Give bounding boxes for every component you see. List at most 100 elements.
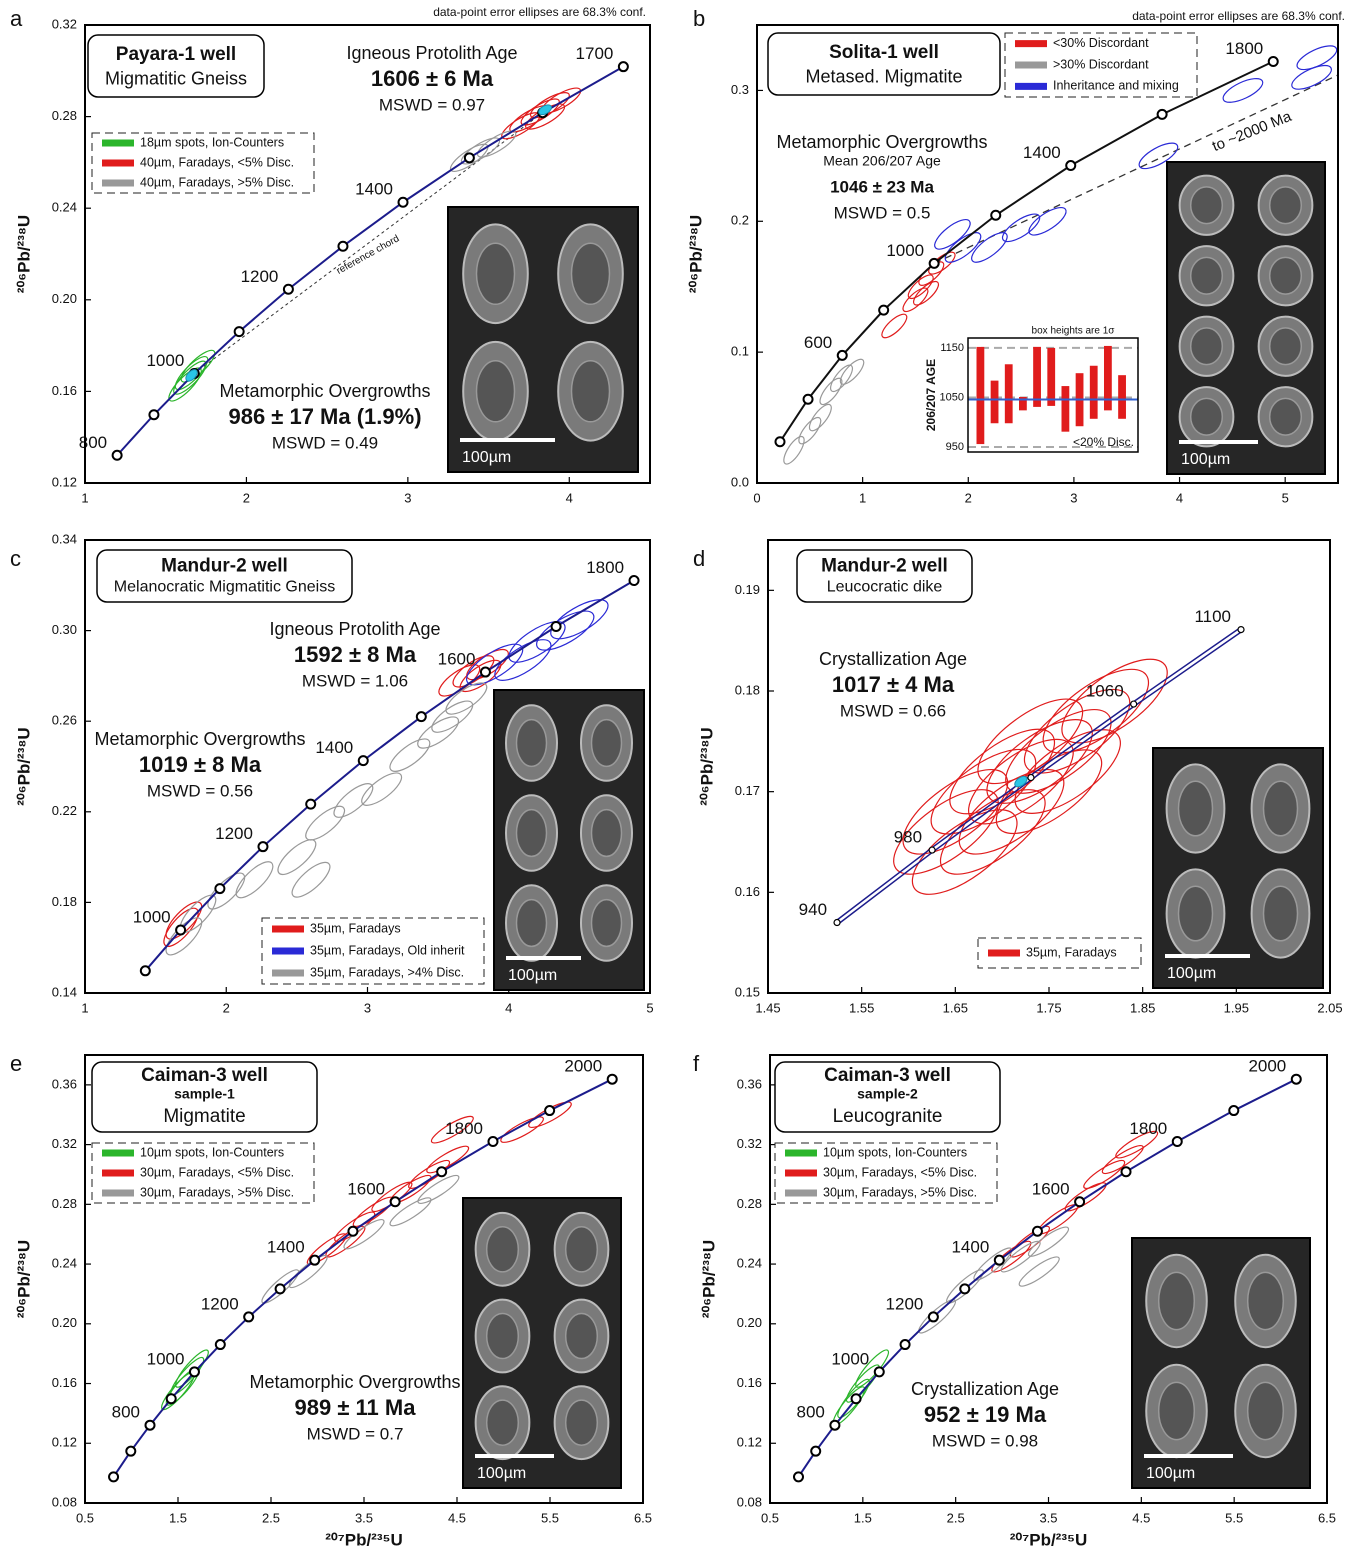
- error-ellipse: [180, 349, 216, 383]
- zircon-core: [590, 718, 623, 768]
- age-label: 1100: [1194, 607, 1231, 626]
- x-tick-label: 1.45: [755, 1000, 780, 1015]
- error-ellipse: [466, 648, 509, 681]
- age-marker: [1237, 625, 1245, 634]
- x-tick-label: 1.75: [1036, 1000, 1061, 1015]
- well-name: Caiman-3 well: [824, 1065, 951, 1086]
- error-ellipse: [798, 416, 822, 445]
- y-tick-label: 0.12: [52, 1435, 77, 1450]
- age-marker: [878, 304, 890, 316]
- error-ellipse: [163, 907, 199, 947]
- age-marker: [389, 1196, 401, 1208]
- error-ellipse: [939, 789, 1046, 875]
- x-tick-label: 5.5: [1225, 1510, 1243, 1525]
- mswd: MSWD = 0.97: [379, 95, 485, 114]
- error-ellipse: [207, 872, 246, 910]
- zircon-core: [590, 898, 623, 948]
- age-marker: [993, 1254, 1005, 1266]
- y-tick-label: 0.24: [737, 1256, 762, 1271]
- zircon-core: [515, 808, 548, 858]
- error-ellipse: [893, 789, 999, 875]
- x-tick-label: 1.5: [854, 1510, 872, 1525]
- zircon-core: [485, 1312, 520, 1360]
- error-ellipse: [305, 805, 346, 841]
- age-value: 1592 ± 8 Ma: [294, 642, 417, 667]
- age-marker: [792, 1471, 804, 1483]
- plot-frame: [756, 24, 1339, 484]
- panel-letter: b: [693, 6, 705, 31]
- y-tick-label: 0.12: [737, 1435, 762, 1450]
- error-ellipse: [277, 839, 317, 876]
- age-marker: [810, 1445, 822, 1457]
- error-ellipse: [389, 738, 431, 772]
- scale-bar-label: 100µm: [1146, 1465, 1195, 1482]
- age-marker: [833, 918, 841, 927]
- x-tick-label: 1: [81, 490, 88, 505]
- age-marker: [959, 1283, 971, 1295]
- age-marker: [927, 1311, 939, 1323]
- error-ellipse: [1014, 729, 1121, 814]
- age-marker: [397, 196, 409, 208]
- x-tick-label: 3.5: [1039, 1510, 1057, 1525]
- error-ellipse: [165, 901, 203, 940]
- inset-tick-label: 950: [946, 441, 964, 453]
- age-label: 1400: [267, 1238, 305, 1257]
- age-label: 1800: [445, 1119, 483, 1138]
- age-heading: Metamorphic Overgrowths: [776, 132, 987, 152]
- rock-type: Migmatitic Gneiss: [105, 68, 247, 88]
- x-tick-label: 1: [859, 490, 866, 505]
- age-heading: Metamorphic Overgrowths: [219, 381, 430, 401]
- y-tick-label: 0.17: [735, 783, 760, 798]
- age-marker: [214, 1339, 226, 1351]
- scale-bar-label: 100µm: [1167, 965, 1216, 982]
- y-axis-label: ²⁰⁶Pb/²³⁸U: [14, 727, 33, 805]
- y-tick-label: 0.28: [52, 1196, 77, 1211]
- rock-type: Migmatite: [163, 1106, 245, 1127]
- y-tick-label: 0.24: [52, 1256, 77, 1271]
- error-ellipse: [958, 768, 1065, 855]
- age-label: 940: [799, 900, 827, 919]
- error-ellipse: [1222, 78, 1264, 103]
- age-label: 1060: [1086, 682, 1124, 701]
- y-tick-label: 0.16: [735, 884, 760, 899]
- age-value: 1017 ± 4 Ma: [832, 672, 955, 697]
- age-label: 1200: [215, 824, 253, 843]
- age-heading: Crystallization Age: [819, 649, 967, 669]
- age-value: 1046 ± 23 Ma: [830, 177, 934, 196]
- error-ellipse: [845, 1364, 880, 1403]
- legend-box: [977, 937, 1142, 969]
- scale-bar-label: 100µm: [1181, 451, 1230, 468]
- panel: f 0.5 1.5 2.5 3.5 4.5 5.5 6.5 0.08 0.12 0.16 0.20 0.…: [693, 1051, 1336, 1550]
- plot-area: [111, 61, 629, 461]
- inset-box: [990, 380, 999, 424]
- error-ellipse: [445, 682, 488, 715]
- inset-box: [1033, 346, 1041, 407]
- x-tick-label: 2.05: [1317, 1000, 1342, 1015]
- age-label: 1700: [576, 44, 614, 63]
- well-name: Mandur-2 well: [821, 556, 948, 577]
- error-ellipse: [1005, 708, 1112, 794]
- age-marker: [1027, 773, 1035, 782]
- rock-type: Leucocratic dike: [827, 579, 943, 596]
- age-marker: [125, 1445, 137, 1457]
- x-tick-label: 5.5: [541, 1510, 559, 1525]
- mswd: MSWD = 0.98: [932, 1431, 1038, 1450]
- age-label: 1000: [147, 1349, 185, 1368]
- age-label: 1000: [133, 908, 171, 927]
- title-box: [91, 1061, 318, 1133]
- error-ellipse: [1023, 688, 1131, 774]
- plot-area: [833, 625, 1245, 927]
- error-ellipse: [426, 1145, 470, 1174]
- age-label: 1800: [586, 558, 624, 577]
- age-marker: [188, 1366, 200, 1378]
- x-tick-label: 4.5: [1132, 1510, 1150, 1525]
- age-label: 1800: [1129, 1119, 1167, 1138]
- x-tick-label: 1: [81, 1000, 88, 1015]
- age-marker: [214, 883, 226, 895]
- error-ellipse: [902, 768, 1009, 855]
- age-marker: [257, 841, 269, 853]
- error-ellipse: [1291, 64, 1333, 90]
- age-heading: Metamorphic Overgrowths: [249, 1372, 460, 1392]
- inset-note: <20% Disc.: [1073, 435, 1134, 449]
- x-tick-label: 1.95: [1224, 1000, 1249, 1015]
